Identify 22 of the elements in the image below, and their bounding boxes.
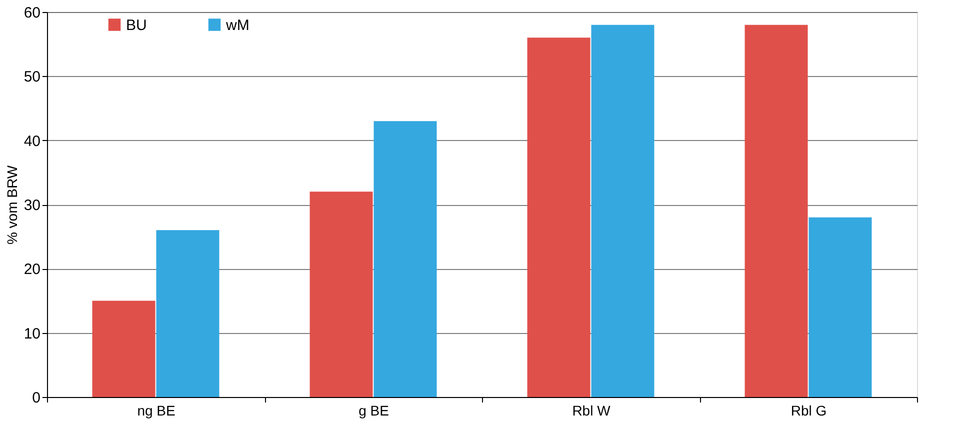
bar bbox=[808, 217, 872, 397]
y-tick-label: 20 bbox=[24, 261, 40, 278]
bar bbox=[92, 300, 156, 397]
x-tick-label: Rbl G bbox=[790, 402, 827, 418]
y-tick-label: 30 bbox=[24, 197, 40, 214]
bar bbox=[527, 38, 590, 397]
x-tick-label: Rbl W bbox=[572, 402, 612, 418]
y-axis-title: % vom BRW bbox=[4, 164, 20, 245]
y-tick-label: 50 bbox=[24, 68, 40, 86]
bar bbox=[310, 192, 373, 397]
legend-label: wM bbox=[225, 16, 250, 34]
y-tick-label: 0 bbox=[32, 390, 40, 406]
y-tick-label: 40 bbox=[24, 132, 40, 150]
x-tick-label: g BE bbox=[358, 402, 389, 418]
bar bbox=[374, 121, 437, 397]
y-tick-label: 10 bbox=[24, 325, 40, 342]
x-tick-label: ng BE bbox=[137, 402, 176, 418]
bar bbox=[156, 230, 220, 397]
bar bbox=[591, 24, 654, 397]
y-tick-label: 60 bbox=[24, 4, 40, 22]
legend-label: BU bbox=[126, 16, 147, 34]
bar bbox=[744, 24, 808, 397]
